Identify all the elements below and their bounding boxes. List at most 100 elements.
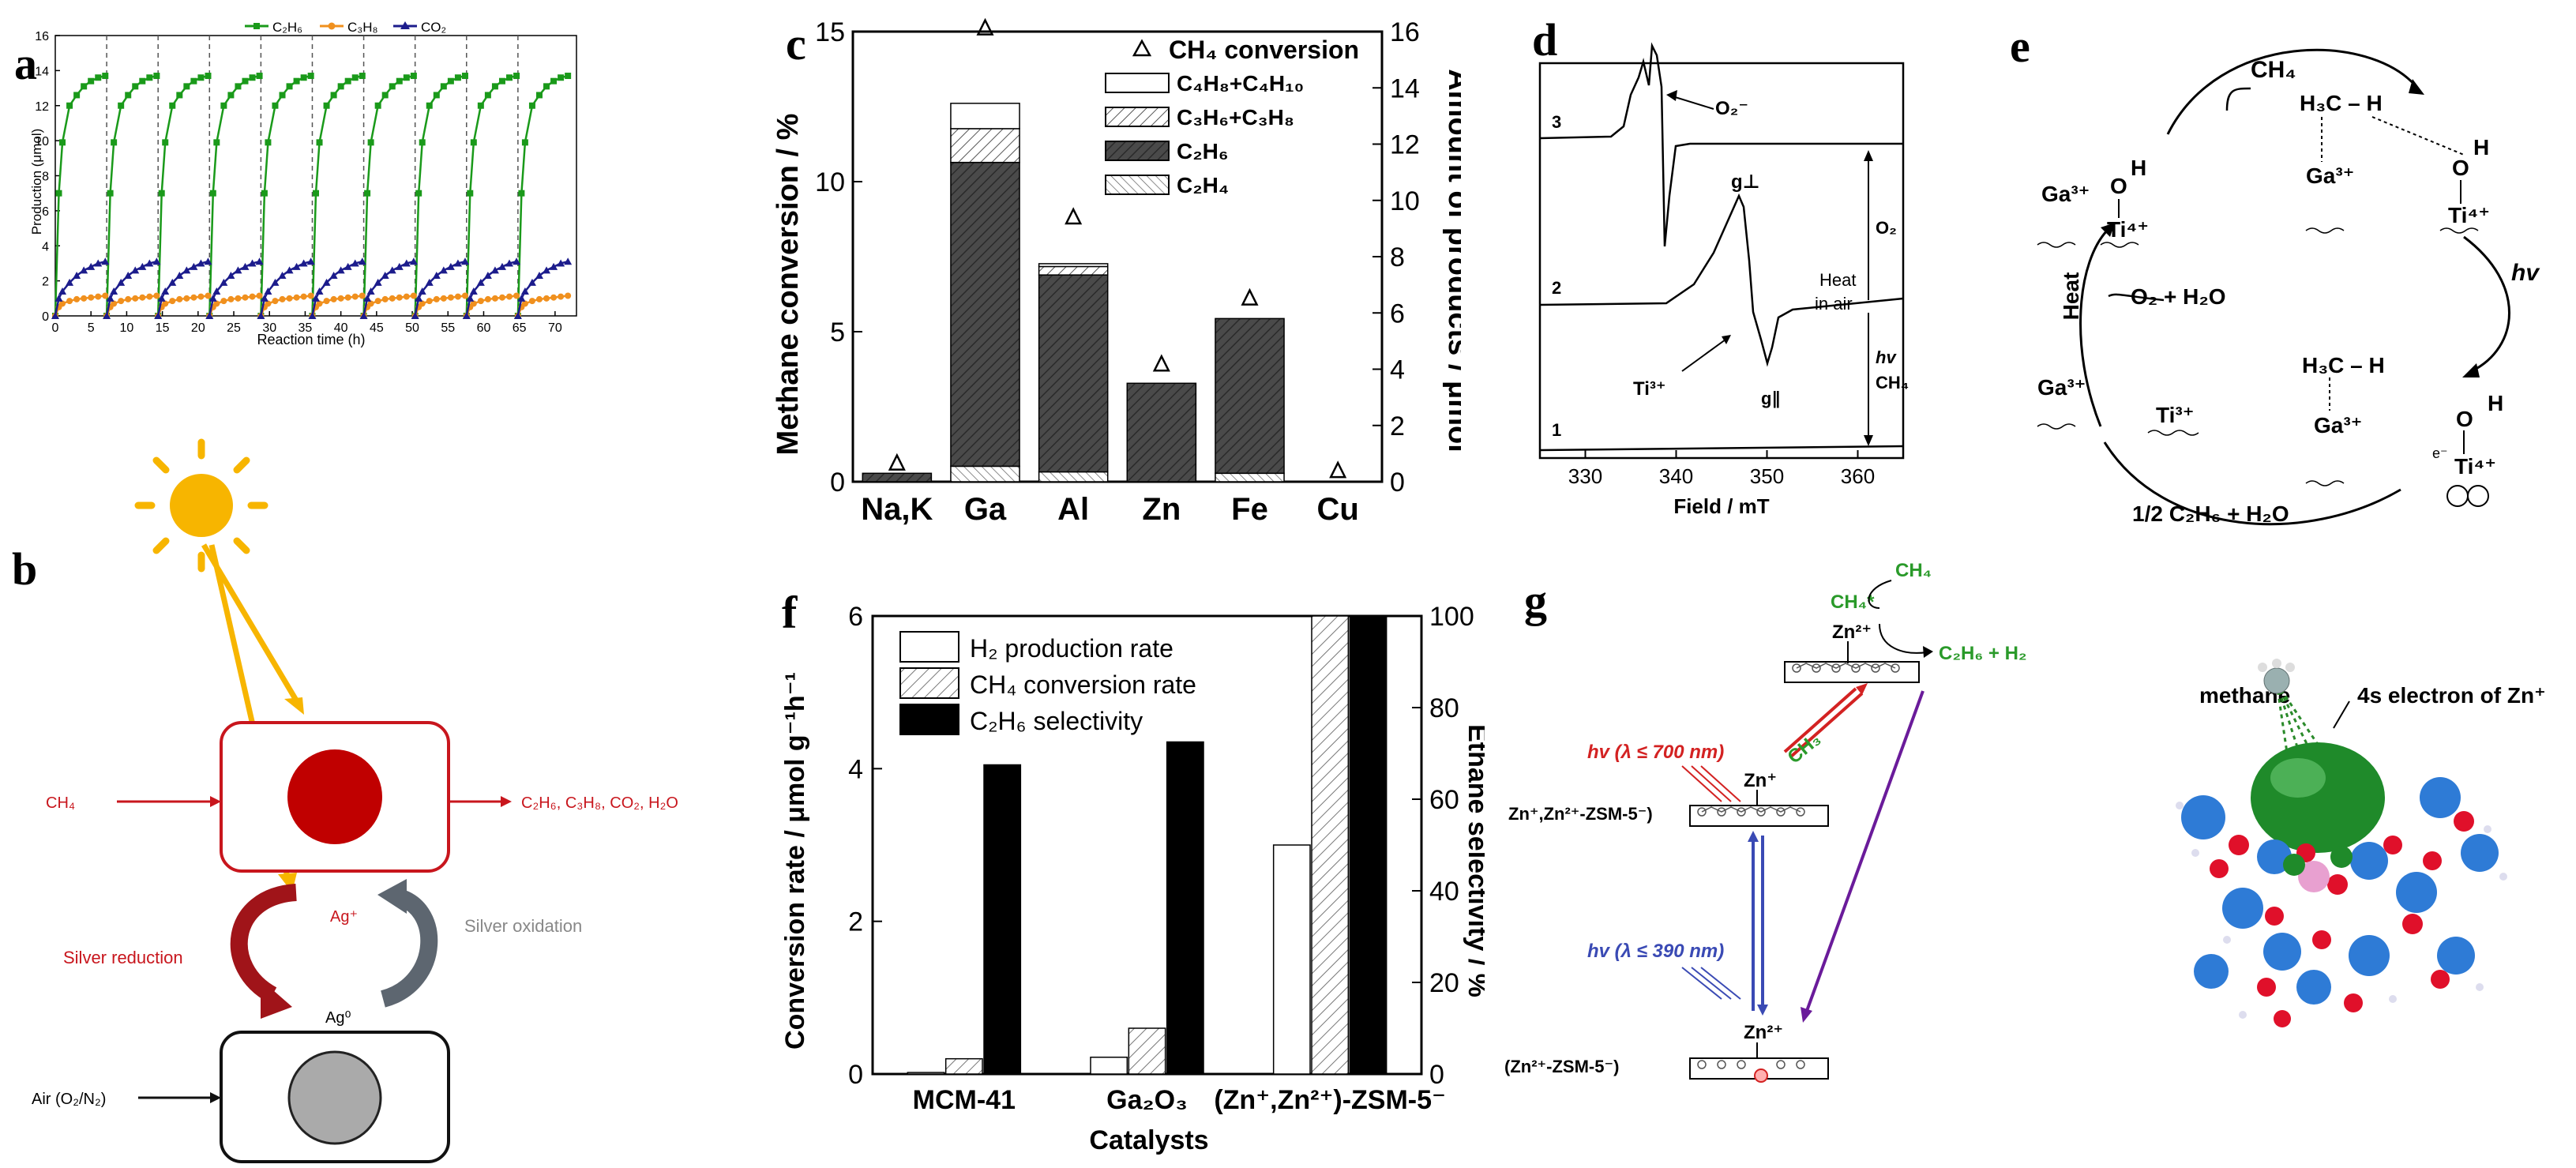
legend-c-c2h6: C₂H₆ (1177, 139, 1229, 163)
data-point (242, 294, 249, 301)
bar-1 (944, 1057, 983, 1075)
data-point (66, 278, 74, 286)
axis-c-ylabel: Methane conversion / % (774, 114, 805, 456)
data-point (498, 294, 505, 301)
bar-0 (1090, 1056, 1128, 1075)
data-point (322, 278, 331, 286)
data-point (381, 271, 389, 279)
legend-a-c3h8: C₃H₈ (347, 20, 378, 35)
data-point (426, 298, 433, 305)
data-point (132, 83, 139, 90)
data-point (145, 259, 154, 267)
silver-oxidation-label: Silver oxidation (464, 916, 582, 936)
series-line-0 (465, 74, 517, 317)
e-hv: hv (2511, 260, 2540, 286)
data-point (124, 271, 133, 279)
g-zn1: Zn⁺ (1744, 770, 1777, 791)
data-point (513, 73, 520, 80)
data-point (528, 278, 536, 286)
data-point (220, 278, 228, 286)
data-point (208, 294, 217, 302)
axis-a-ylabel: Production (μmol) (29, 129, 44, 235)
g-zeolite2: (Zn²⁺-ZSM-5⁻) (1504, 1057, 1619, 1076)
data-point (461, 292, 468, 299)
data-point (286, 83, 293, 90)
g-ch4star: CH₄* (1831, 592, 1875, 613)
data-point (161, 287, 170, 295)
e-ti4-top: Ti⁴⁺ (2448, 203, 2490, 227)
data-point (359, 312, 368, 319)
silver-oxidation-arrow (380, 888, 438, 1008)
data-point (125, 92, 132, 99)
legend-a-c2h6: C₂H₆ (272, 20, 302, 35)
category-label: Zn (1142, 492, 1181, 527)
data-point (506, 293, 513, 300)
data-point (558, 293, 565, 300)
products-label: C₂H₆, C₃H₈, CO₂, H₂O (521, 794, 678, 812)
data-point (73, 295, 81, 302)
series-line-0 (208, 74, 260, 317)
ann-inair: in air (1815, 294, 1853, 314)
data-point (543, 295, 550, 302)
data-point (152, 257, 161, 265)
data-point (330, 92, 337, 99)
g-zn2-bot: Zn²⁺ (1744, 1022, 1783, 1043)
data-point (111, 300, 118, 307)
bar-segment (950, 103, 1020, 130)
y2-tick-label: 4 (1390, 355, 1405, 385)
legend-a-co2: CO₂ (421, 20, 446, 35)
data-point (316, 139, 323, 146)
data-point (51, 312, 59, 319)
data-point (535, 92, 543, 99)
data-point (505, 259, 514, 267)
data-point (265, 300, 272, 307)
data-point (374, 278, 382, 286)
epr-trace-3 (1539, 42, 1903, 247)
data-point (58, 287, 67, 295)
y-tick-label: 0 (42, 310, 49, 324)
data-point (220, 102, 227, 109)
x-tick-label: 20 (191, 321, 205, 335)
bar-segment (950, 161, 1020, 468)
data-point (528, 298, 535, 305)
ch4-conversion-marker (1065, 207, 1083, 225)
data-point (513, 312, 522, 319)
data-point (111, 139, 118, 146)
series-line-0 (362, 74, 415, 317)
panel-f: f 0 2 4 6 0 20 40 60 80 100 MCM-41 Ga₂O₃ (Zn⁺,Zn²⁺)-… (774, 553, 1485, 1168)
y2-tick-label: 14 (1390, 73, 1420, 103)
axis-f-y2label: Ethane selectivity / % (1463, 724, 1485, 997)
panel-letter-a: a (14, 38, 37, 89)
bar-segment (1215, 472, 1285, 483)
data-point (543, 266, 551, 274)
e-o2h2o: O₂ + H₂O (2131, 284, 2226, 309)
e-h-top: H (2473, 135, 2489, 160)
data-point (446, 262, 455, 270)
data-point (175, 271, 184, 279)
y-tick-label: 10 (815, 167, 845, 197)
data-point (367, 300, 374, 307)
data-point (315, 287, 324, 295)
data-point (557, 259, 565, 267)
data-point (235, 295, 242, 302)
data-point (550, 262, 558, 270)
data-point (272, 102, 279, 109)
data-point (513, 292, 520, 299)
bar-2 (1166, 741, 1204, 1075)
data-point (351, 74, 359, 81)
axis-f-xlabel: Catalysts (1089, 1125, 1208, 1155)
data-point (248, 259, 257, 267)
data-point (403, 74, 410, 81)
data-point (477, 298, 484, 305)
data-point (190, 294, 197, 301)
g-hv700: hv (λ ≤ 700 nm) (1587, 742, 1724, 763)
e-h3c-top: H₃C – H (2300, 91, 2383, 115)
e-product: 1/2 C₂H₆ + H₂O (2132, 501, 2289, 526)
catalyst-circle (287, 749, 382, 844)
data-point (466, 294, 475, 302)
data-point (197, 74, 205, 81)
y2-tick-label: 100 (1429, 602, 1474, 632)
bar-segment (1126, 382, 1197, 483)
data-point (190, 77, 197, 85)
data-point (183, 83, 190, 90)
